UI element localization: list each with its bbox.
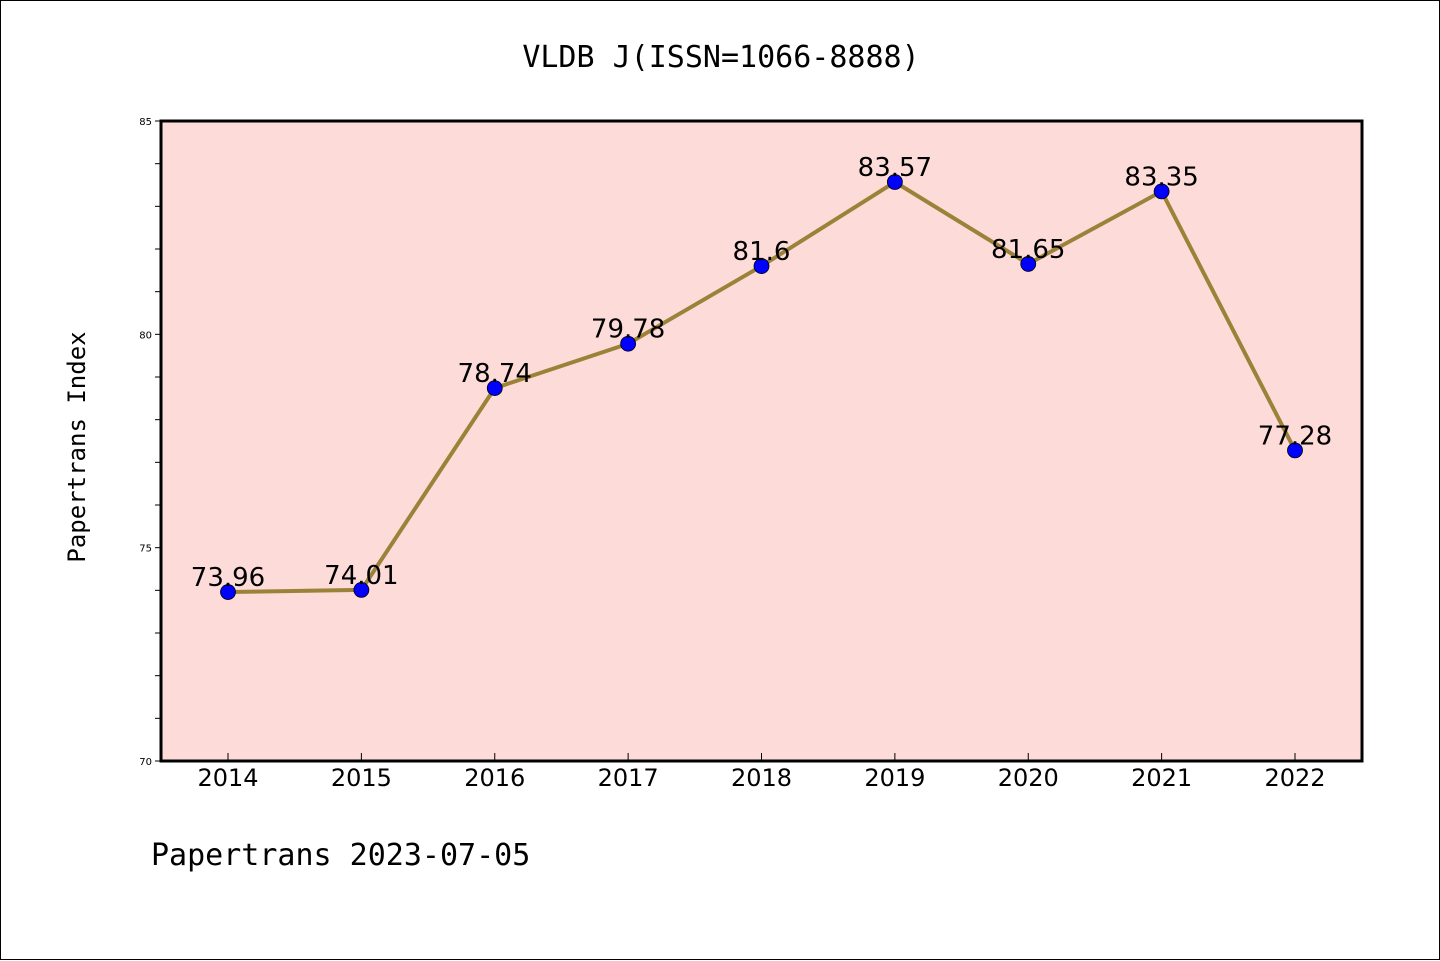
data-point	[353, 582, 370, 598]
data-point	[886, 174, 903, 190]
data-label: 81.65	[991, 235, 1065, 265]
x-tick-label: 2020	[998, 764, 1059, 792]
x-tick-label: 2019	[864, 764, 925, 792]
x-tick-label: 2017	[598, 764, 659, 792]
data-point	[1020, 256, 1037, 272]
y-axis: 70 75 80 85	[139, 117, 161, 768]
data-label: 83.57	[858, 153, 932, 183]
y-tick-label: 80	[139, 330, 152, 341]
y-tick-label: 70	[139, 757, 152, 768]
y-tick-label: 75	[139, 544, 152, 555]
data-point	[1287, 442, 1303, 459]
data-label: 77.28	[1258, 421, 1332, 451]
x-tick-label: 2022	[1264, 764, 1325, 792]
y-axis-label: Papertrans Index	[63, 331, 91, 562]
chart-title: VLDB J(ISSN=1066-8888)	[522, 40, 919, 75]
x-tick-label: 2014	[197, 764, 258, 792]
y-tick-label: 85	[139, 117, 152, 128]
x-tick-label: 2021	[1131, 764, 1192, 792]
footer-date: Papertrans 2023-07-05	[151, 838, 530, 873]
data-point	[220, 584, 236, 600]
data-point	[486, 380, 503, 396]
data-point	[753, 258, 770, 274]
x-tick-label: 2018	[731, 764, 792, 792]
data-labels: 73.96 74.01 78.74 79.78 81.6 83.57 81.65 83.35 7…	[191, 153, 1332, 593]
series-markers	[220, 174, 1303, 600]
data-label: 81.6	[733, 237, 791, 267]
data-point	[620, 335, 637, 352]
x-tick-label: 2016	[464, 764, 525, 792]
data-label: 83.35	[1124, 162, 1198, 192]
data-label: 74.01	[324, 561, 398, 591]
data-label: 79.78	[591, 315, 665, 345]
data-label: 78.74	[458, 359, 532, 389]
data-point	[1153, 183, 1170, 200]
plot-border	[159, 119, 1364, 763]
data-label: 73.96	[191, 563, 265, 593]
plot-area	[161, 121, 1362, 761]
x-tick-label: 2015	[331, 764, 392, 792]
x-axis: 2014 2015 2016 2017 2018 2019 2020 2021 2022	[197, 753, 1326, 792]
